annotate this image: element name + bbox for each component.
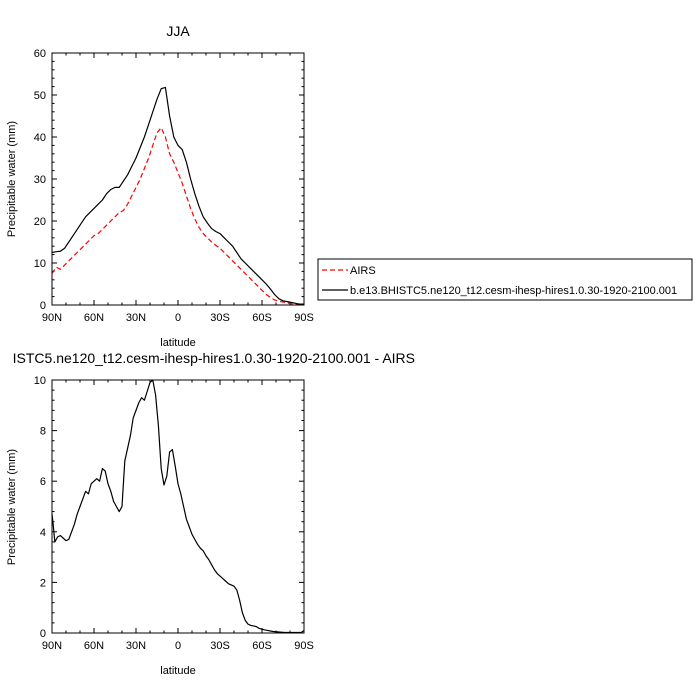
- y-tick-label: 50: [34, 90, 46, 102]
- y-tick-label: 10: [34, 375, 46, 387]
- ticks-bottom: 90N 60N 30N 0 30S 60S 90S 0 2 4 6 8 10: [34, 375, 314, 652]
- x-tick-label: 60N: [84, 640, 104, 652]
- chart-title-top: JJA: [166, 23, 190, 39]
- x-axis-label-top: latitude: [160, 337, 195, 349]
- x-tick-label: 90N: [42, 640, 62, 652]
- x-tick-label: 30N: [126, 640, 146, 652]
- y-tick-label: 6: [40, 476, 46, 488]
- y-tick-label: 30: [34, 174, 46, 186]
- series-line-difference: [51, 379, 305, 634]
- panel-bottom: ISTC5.ne120_t12.cesm-ihesp-hires1.0.30-1…: [6, 350, 415, 677]
- y-tick-label: 2: [40, 577, 46, 589]
- y-tick-label: 40: [34, 132, 46, 144]
- x-tick-label: 90N: [42, 312, 62, 324]
- series-lines-top: [51, 86, 304, 306]
- y-axis-label-bottom: Precipitable water (mm): [6, 449, 18, 565]
- legend-label-model: b.e13.BHISTC5.ne120_t12.cesm-ihesp-hires…: [350, 285, 677, 297]
- chart-title-bottom: ISTC5.ne120_t12.cesm-ihesp-hires1.0.30-1…: [13, 350, 415, 366]
- y-tick-label: 60: [34, 48, 46, 60]
- x-tick-label: 60N: [84, 312, 104, 324]
- ticks-top: 90N 60N 30N 0 30S 60S 90S 0 10 20 30 40 50 60: [34, 48, 314, 324]
- y-axis-label-top: Precipitable water (mm): [6, 121, 18, 237]
- x-tick-label: 90S: [294, 312, 314, 324]
- x-axis-label-bottom: latitude: [160, 665, 195, 677]
- plot-frame-bottom: [51, 379, 305, 634]
- legend: AIRS b.e13.BHISTC5.ne120_t12.cesm-ihesp-…: [317, 258, 693, 301]
- x-tick-label: 0: [175, 640, 181, 652]
- y-tick-label: 10: [34, 258, 46, 270]
- x-tick-label: 30S: [210, 312, 230, 324]
- x-tick-label: 60S: [252, 312, 272, 324]
- panel-top: JJA latitude Precipitable water (mm) 90N…: [6, 23, 314, 349]
- plot-frame-top: [51, 52, 305, 306]
- series-line-model: [51, 86, 304, 305]
- y-tick-label: 0: [40, 300, 46, 312]
- x-tick-label: 90S: [294, 640, 314, 652]
- series-line-airs: [51, 127, 304, 306]
- legend-label-airs: AIRS: [350, 265, 376, 277]
- y-tick-label: 0: [40, 628, 46, 640]
- y-tick-label: 8: [40, 426, 46, 438]
- legend-box: [317, 258, 693, 301]
- y-tick-label: 4: [40, 527, 46, 539]
- x-tick-label: 0: [175, 312, 181, 324]
- x-tick-label: 30N: [126, 312, 146, 324]
- x-tick-label: 60S: [252, 640, 272, 652]
- x-tick-label: 30S: [210, 640, 230, 652]
- y-tick-label: 20: [34, 216, 46, 228]
- series-lines-bottom: [51, 379, 305, 634]
